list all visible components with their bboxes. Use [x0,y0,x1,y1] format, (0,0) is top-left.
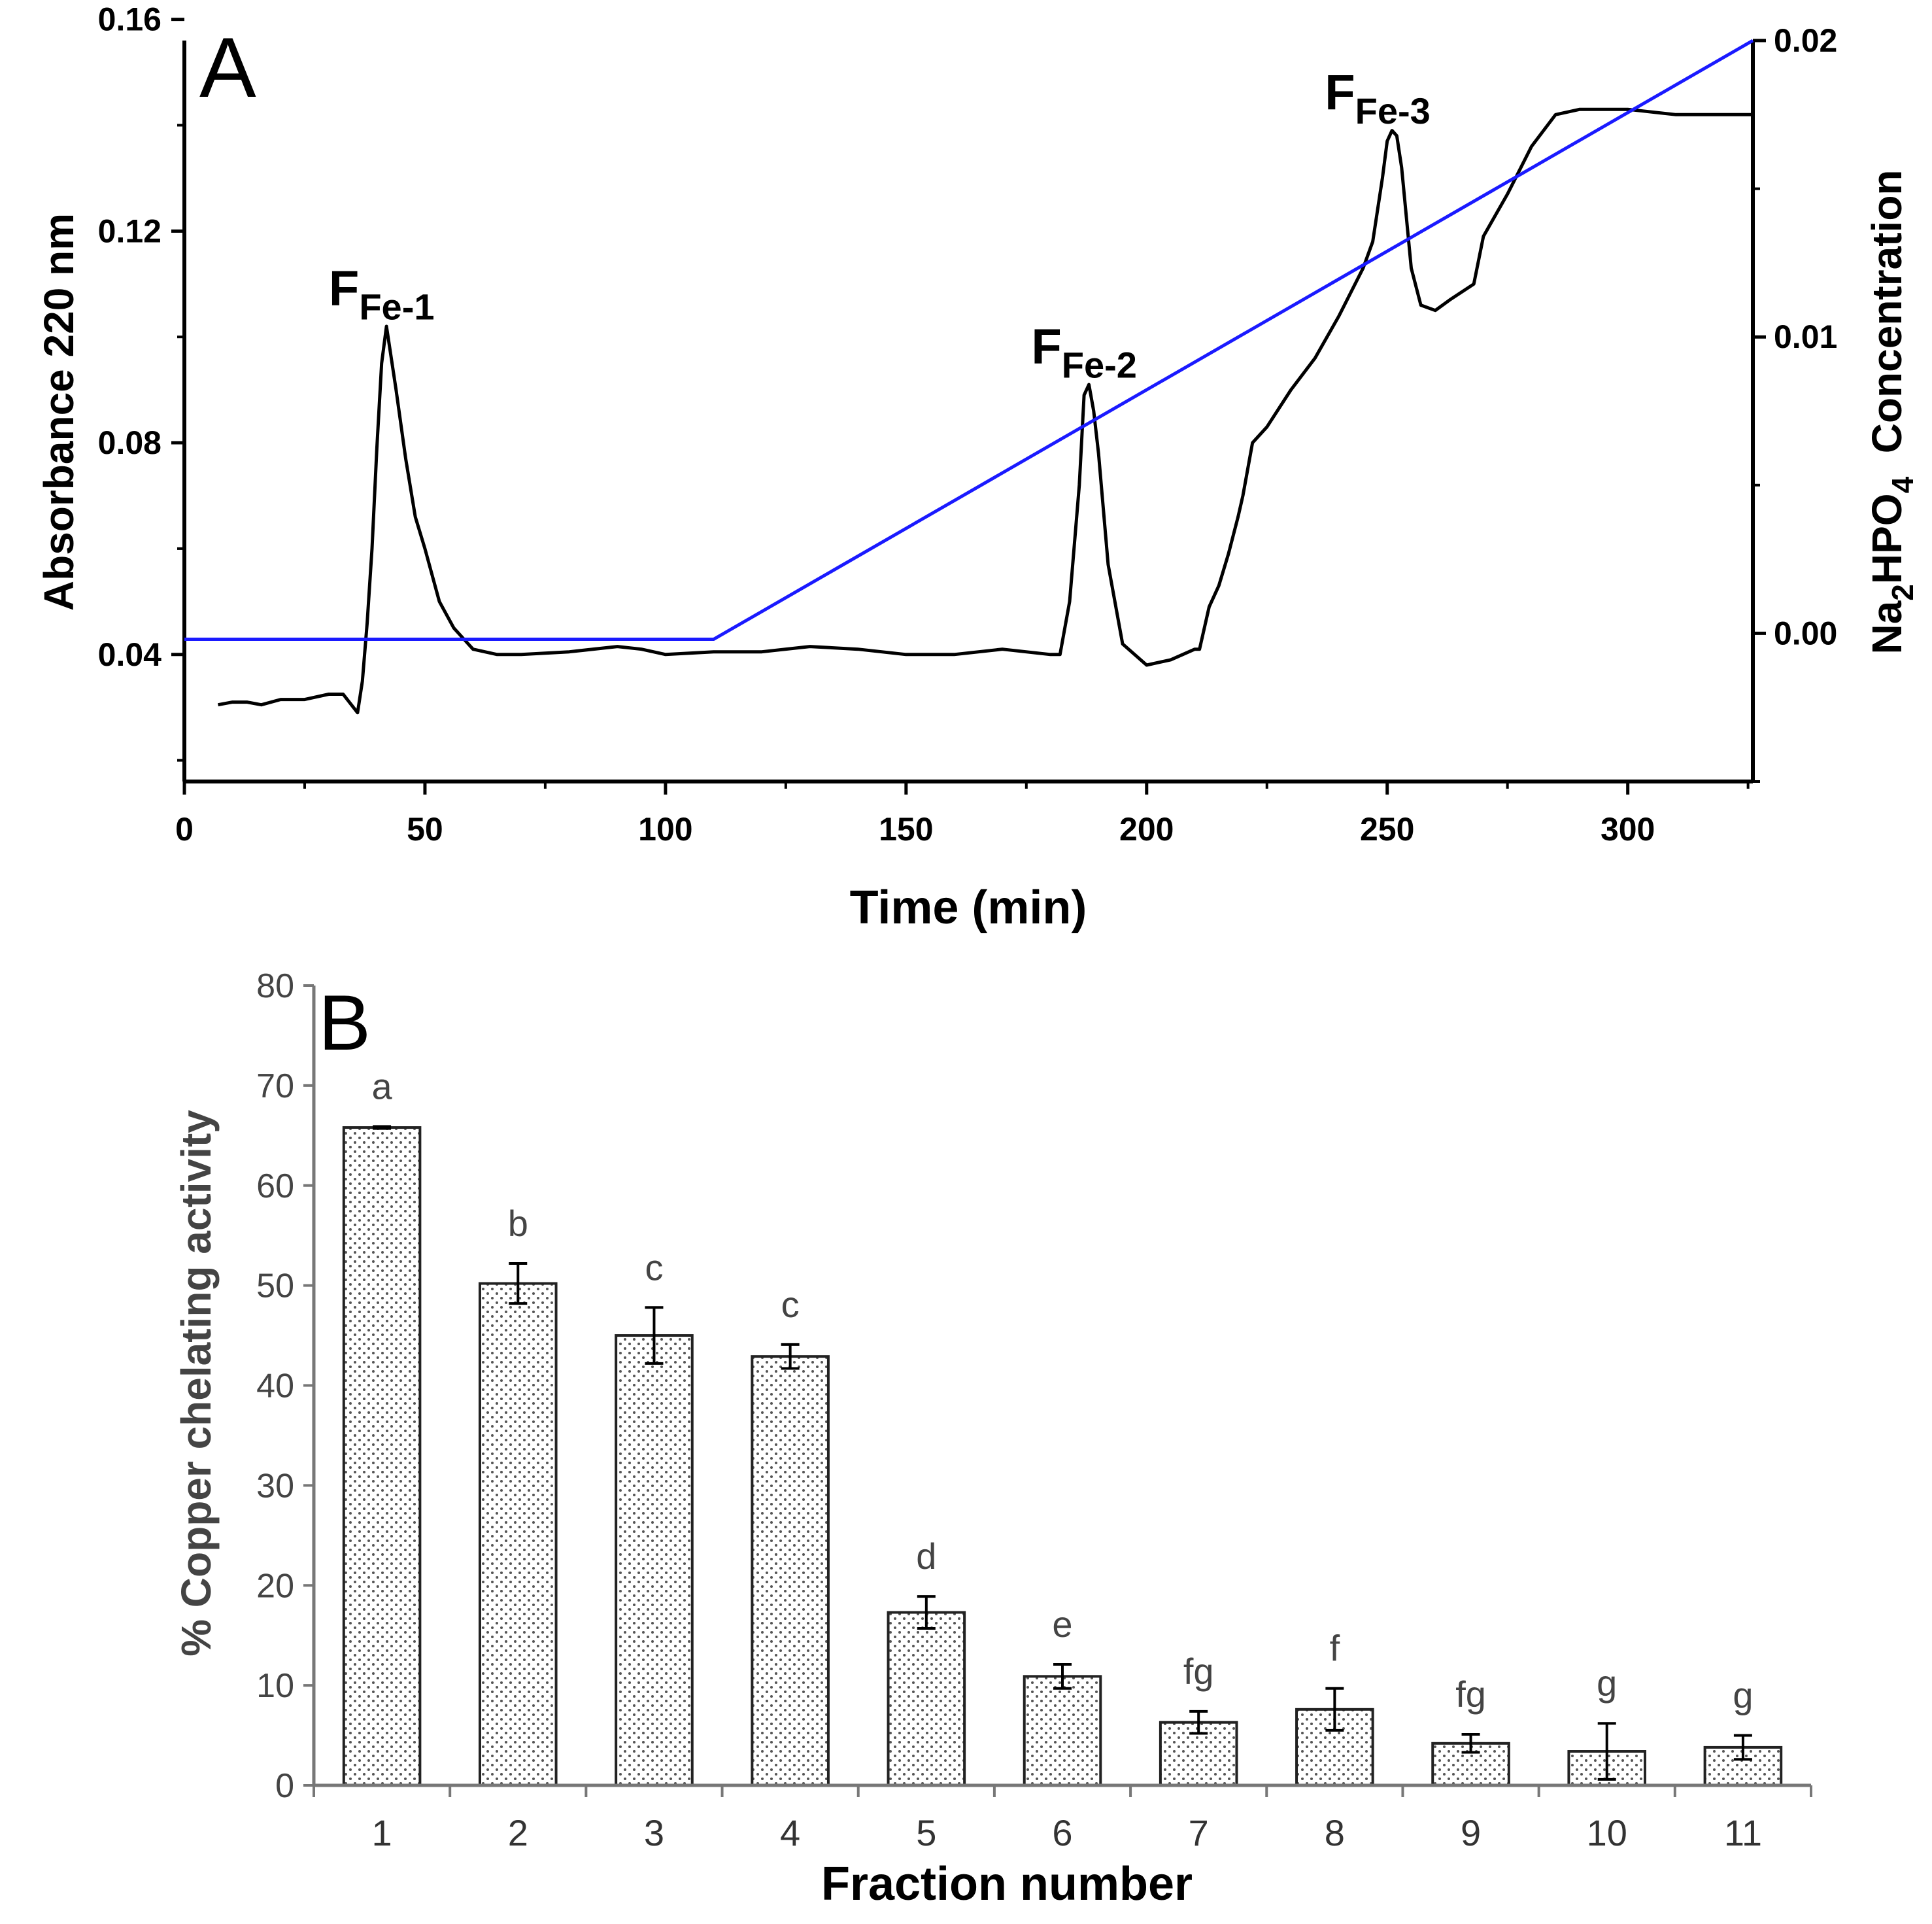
bar [751,1355,830,1787]
significance-letter: b [508,1203,528,1244]
b-x-tick-label: 10 [1587,1812,1627,1853]
bar [615,1334,694,1787]
b-x-tick-label: 8 [1325,1812,1345,1853]
significance-letter: c [645,1246,663,1288]
panel-a-letter: A [199,20,256,115]
a-x-tick-label: 150 [879,811,933,848]
significance-letter: g [1733,1675,1753,1716]
b-x-ticks: 1 2 3 4 5 6 7 8 9 10 11 [313,1785,1812,1853]
a-x-tick-label: 100 [638,811,692,848]
a-x-tick-label: 0 [175,811,194,848]
a-y-tick-label: 0.04 [98,636,162,673]
b-y-tick-label: 80 [256,967,294,1005]
a-series-lines [184,39,1754,715]
a-y2-ticks: 0.00 0.01 0.02 [1753,22,1837,783]
a-x-ticks: 0 50 100 150 200 250 300 [175,782,1750,848]
a-y-tick-label: 0.12 [98,213,161,249]
b-y-tick-label: 60 [256,1167,294,1205]
a-x-tick-label: 50 [407,811,443,848]
a-y2-tick-label: 0.02 [1774,22,1837,59]
peak-label: FFe-1 [329,261,435,328]
a-y2-tick-label: 0.00 [1774,615,1837,651]
a-y-tick-label: 0.16 [98,1,161,38]
significance-letter: e [1052,1604,1072,1645]
peak-annotations: FFe-1 FFe-2 FFe-3 [329,65,1431,385]
b-x-tick-label: 4 [780,1812,800,1853]
bar [478,1282,558,1787]
b-y-tick-label: 10 [256,1667,294,1705]
a-y-tick-label: 0.08 [98,424,161,461]
significance-letter: c [781,1284,800,1325]
a-y-axis-title: Absorbance 220 nm [35,213,82,611]
b-bars: a b c c d e fg f fg g g [342,1066,1783,1787]
bar [887,1611,966,1787]
b-x-tick-label: 9 [1461,1812,1481,1853]
panel-a: A FFe-1 FFe-2 FFe-3 0 50 100 150 200 250 300 0.0… [35,1,1920,934]
panel-b-letter: B [318,979,371,1067]
significance-letter: f [1330,1628,1340,1669]
gradient-series-line [184,39,1754,641]
bar [342,1126,422,1787]
a-y2-axis-title: Na2HPO4 Concentration [1863,169,1920,654]
bar [1159,1721,1238,1787]
significance-letter: g [1597,1662,1617,1704]
a-x-axis-title: Time (min) [850,882,1087,934]
b-y-ticks: 0 10 20 30 40 50 60 70 80 [256,967,314,1805]
a-y-ticks: 0.04 0.08 0.12 0.16 [98,1,184,762]
b-y-tick-label: 50 [256,1267,294,1305]
b-x-tick-label: 2 [508,1812,528,1853]
bar [1023,1675,1102,1787]
b-x-tick-label: 5 [916,1812,936,1853]
b-y-tick-label: 40 [256,1367,294,1405]
b-x-tick-label: 11 [1724,1812,1762,1853]
a-x-tick-label: 200 [1119,811,1174,848]
absorbance-series-line [218,107,1753,715]
significance-letter: a [372,1066,393,1107]
peak-label: FFe-3 [1325,65,1431,131]
significance-letter: d [916,1536,936,1577]
panel-b: B a b c c d e fg f fg g g 0 10 20 30 40 50 60 70 80 1 2 3 4 5 6… [173,967,1812,1910]
significance-letter: fg [1455,1674,1486,1715]
b-y-tick-label: 0 [275,1767,294,1805]
b-x-tick-label: 7 [1189,1812,1209,1853]
a-x-tick-label: 300 [1601,811,1655,848]
a-x-tick-label: 250 [1360,811,1414,848]
b-y-axis-title: % Copper chelating activity [173,1110,220,1657]
b-x-tick-label: 6 [1052,1812,1072,1853]
b-y-tick-label: 30 [256,1467,294,1505]
b-y-tick-label: 20 [256,1567,294,1605]
b-x-axis-title: Fraction number [821,1858,1193,1910]
b-y-tick-label: 70 [256,1067,294,1105]
peak-label: FFe-2 [1031,319,1137,386]
significance-letter: fg [1183,1651,1214,1692]
b-x-tick-label: 3 [644,1812,664,1853]
a-y2-tick-label: 0.01 [1774,318,1837,355]
b-x-tick-label: 1 [372,1812,392,1853]
